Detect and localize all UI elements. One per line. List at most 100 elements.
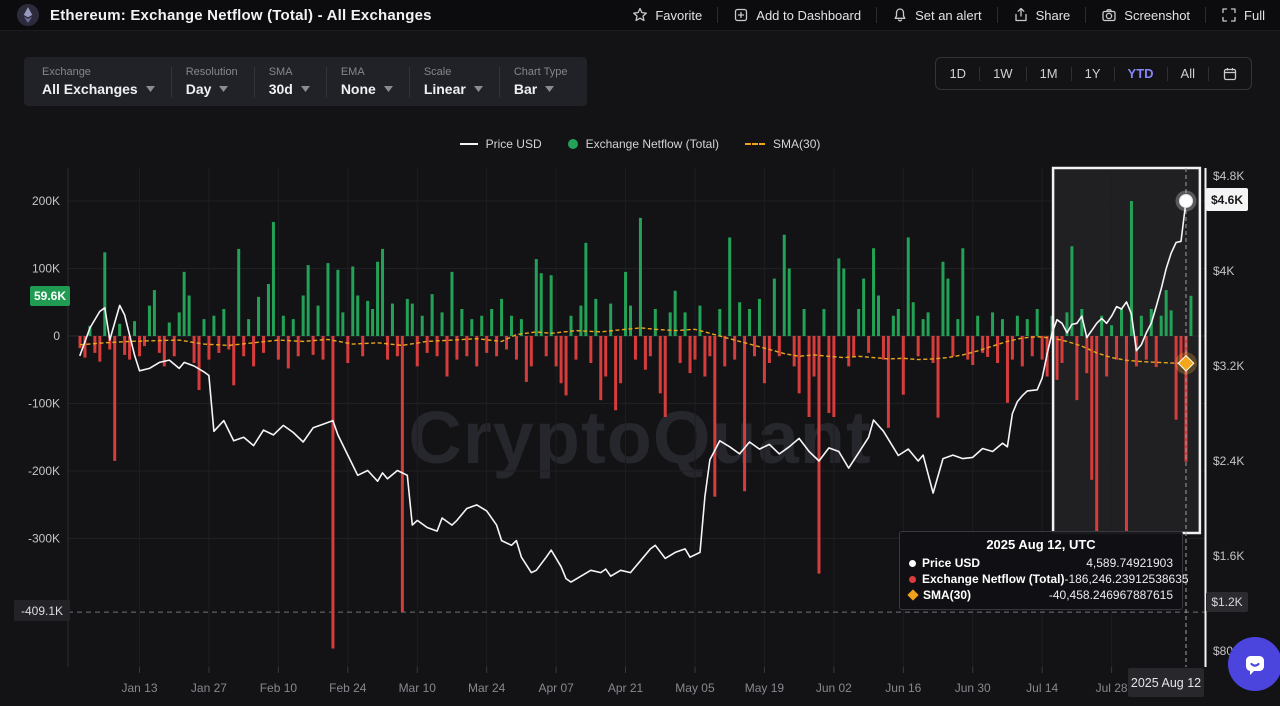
netflow-bar[interactable] [222,309,226,336]
netflow-bar[interactable] [1179,336,1183,363]
netflow-bar[interactable] [906,237,910,336]
netflow-bar[interactable] [807,336,811,417]
netflow-bar[interactable] [738,302,742,336]
netflow-bar[interactable] [262,336,266,353]
netflow-bar[interactable] [1005,336,1009,403]
netflow-bar[interactable] [713,336,717,497]
range-ytd[interactable]: YTD [1127,66,1154,81]
netflow-bar[interactable] [931,336,935,363]
netflow-bar[interactable] [242,336,246,357]
netflow-bar[interactable] [896,309,900,336]
range-1y[interactable]: 1Y [1084,66,1101,81]
netflow-bar[interactable] [708,336,712,357]
netflow-bar[interactable] [1139,315,1143,336]
netflow-bar[interactable] [326,263,330,336]
netflow-bar[interactable] [480,315,484,336]
netflow-bar[interactable] [356,295,360,337]
netflow-bar[interactable] [1085,336,1089,374]
netflow-bar[interactable] [951,336,955,357]
netflow-bar[interactable] [227,336,231,350]
netflow-bar[interactable] [321,336,325,360]
range-1w[interactable]: 1W [993,66,1013,81]
netflow-bar[interactable] [817,336,821,574]
netflow-bar[interactable] [291,319,295,336]
netflow-bar[interactable] [688,336,692,374]
netflow-bar[interactable] [648,336,652,357]
netflow-bar[interactable] [415,336,419,367]
netflow-bar[interactable] [465,336,469,357]
netflow-bar[interactable] [470,319,474,336]
netflow-bar[interactable] [956,319,960,336]
netflow-bar[interactable] [733,336,737,360]
netflow-bar[interactable] [341,312,345,336]
netflow-bar[interactable] [757,298,761,336]
netflow-bar[interactable] [172,336,176,357]
netflow-bar[interactable] [266,284,270,336]
netflow-bar[interactable] [1115,336,1119,360]
netflow-bar[interactable] [976,315,980,336]
range-1m[interactable]: 1M [1039,66,1058,81]
netflow-bar[interactable] [1124,336,1128,532]
chart-type-select[interactable]: Chart Type Bar [500,60,584,103]
netflow-bar[interactable] [1000,319,1004,336]
netflow-bar[interactable] [450,271,454,336]
netflow-bar[interactable] [842,268,846,337]
netflow-bar[interactable] [564,336,568,396]
netflow-bar[interactable] [886,336,890,428]
netflow-bar[interactable] [286,336,290,369]
netflow-bar[interactable] [301,295,305,337]
exchange-select[interactable]: Exchange All Exchanges [28,60,171,103]
netflow-bar[interactable] [1100,315,1104,336]
netflow-bar[interactable] [782,234,786,336]
netflow-bar[interactable] [271,221,275,336]
netflow-bar[interactable] [475,336,479,367]
netflow-bar[interactable] [693,336,697,360]
netflow-bar[interactable] [991,312,995,336]
netflow-bar[interactable] [946,278,950,336]
netflow-bar[interactable] [485,336,489,353]
netflow-bar[interactable] [728,237,732,336]
netflow-bar[interactable] [113,336,117,461]
netflow-bar[interactable] [832,336,836,417]
netflow-bar[interactable] [996,336,1000,363]
netflow-bar[interactable] [554,336,558,367]
netflow-bar[interactable] [594,298,598,336]
netflow-bar[interactable] [147,305,151,336]
netflow-bar[interactable] [847,336,851,367]
netflow-bar[interactable] [316,305,320,336]
netflow-bar[interactable] [986,336,990,357]
netflow-bar[interactable] [505,336,509,350]
netflow-bar[interactable] [891,315,895,336]
netflow-bar[interactable] [509,315,513,336]
netflow-bar[interactable] [723,336,727,367]
netflow-bar[interactable] [336,269,340,336]
netflow-bar[interactable] [197,336,201,390]
netflow-bar[interactable] [395,336,399,357]
netflow-bar[interactable] [83,336,87,358]
netflow-bar[interactable] [753,336,757,357]
netflow-bar[interactable] [281,315,285,336]
netflow-bar[interactable] [1015,315,1019,336]
netflow-bar[interactable] [629,305,633,336]
netflow-bar[interactable] [936,336,940,418]
netflow-bar[interactable] [207,336,211,360]
netflow-bar[interactable] [1184,336,1188,462]
netflow-bar[interactable] [361,336,365,357]
calendar-button[interactable] [1209,58,1251,89]
netflow-bar[interactable] [237,248,241,336]
netflow-bar[interactable] [1080,309,1084,336]
netflow-bar[interactable] [777,336,781,357]
netflow-bar[interactable] [440,312,444,336]
netflow-bar[interactable] [1110,325,1114,336]
netflow-bar[interactable] [668,312,672,336]
netflow-bar[interactable] [589,336,593,363]
netflow-bar[interactable] [941,261,945,336]
scale-select[interactable]: Scale Linear [410,60,499,103]
netflow-bar[interactable] [599,336,603,401]
netflow-bar[interactable] [1120,309,1124,336]
netflow-bar[interactable] [405,298,409,336]
netflow-bar[interactable] [683,312,687,336]
netflow-bar[interactable] [772,278,776,336]
netflow-bar[interactable] [1055,336,1059,380]
netflow-bar[interactable] [306,265,310,336]
